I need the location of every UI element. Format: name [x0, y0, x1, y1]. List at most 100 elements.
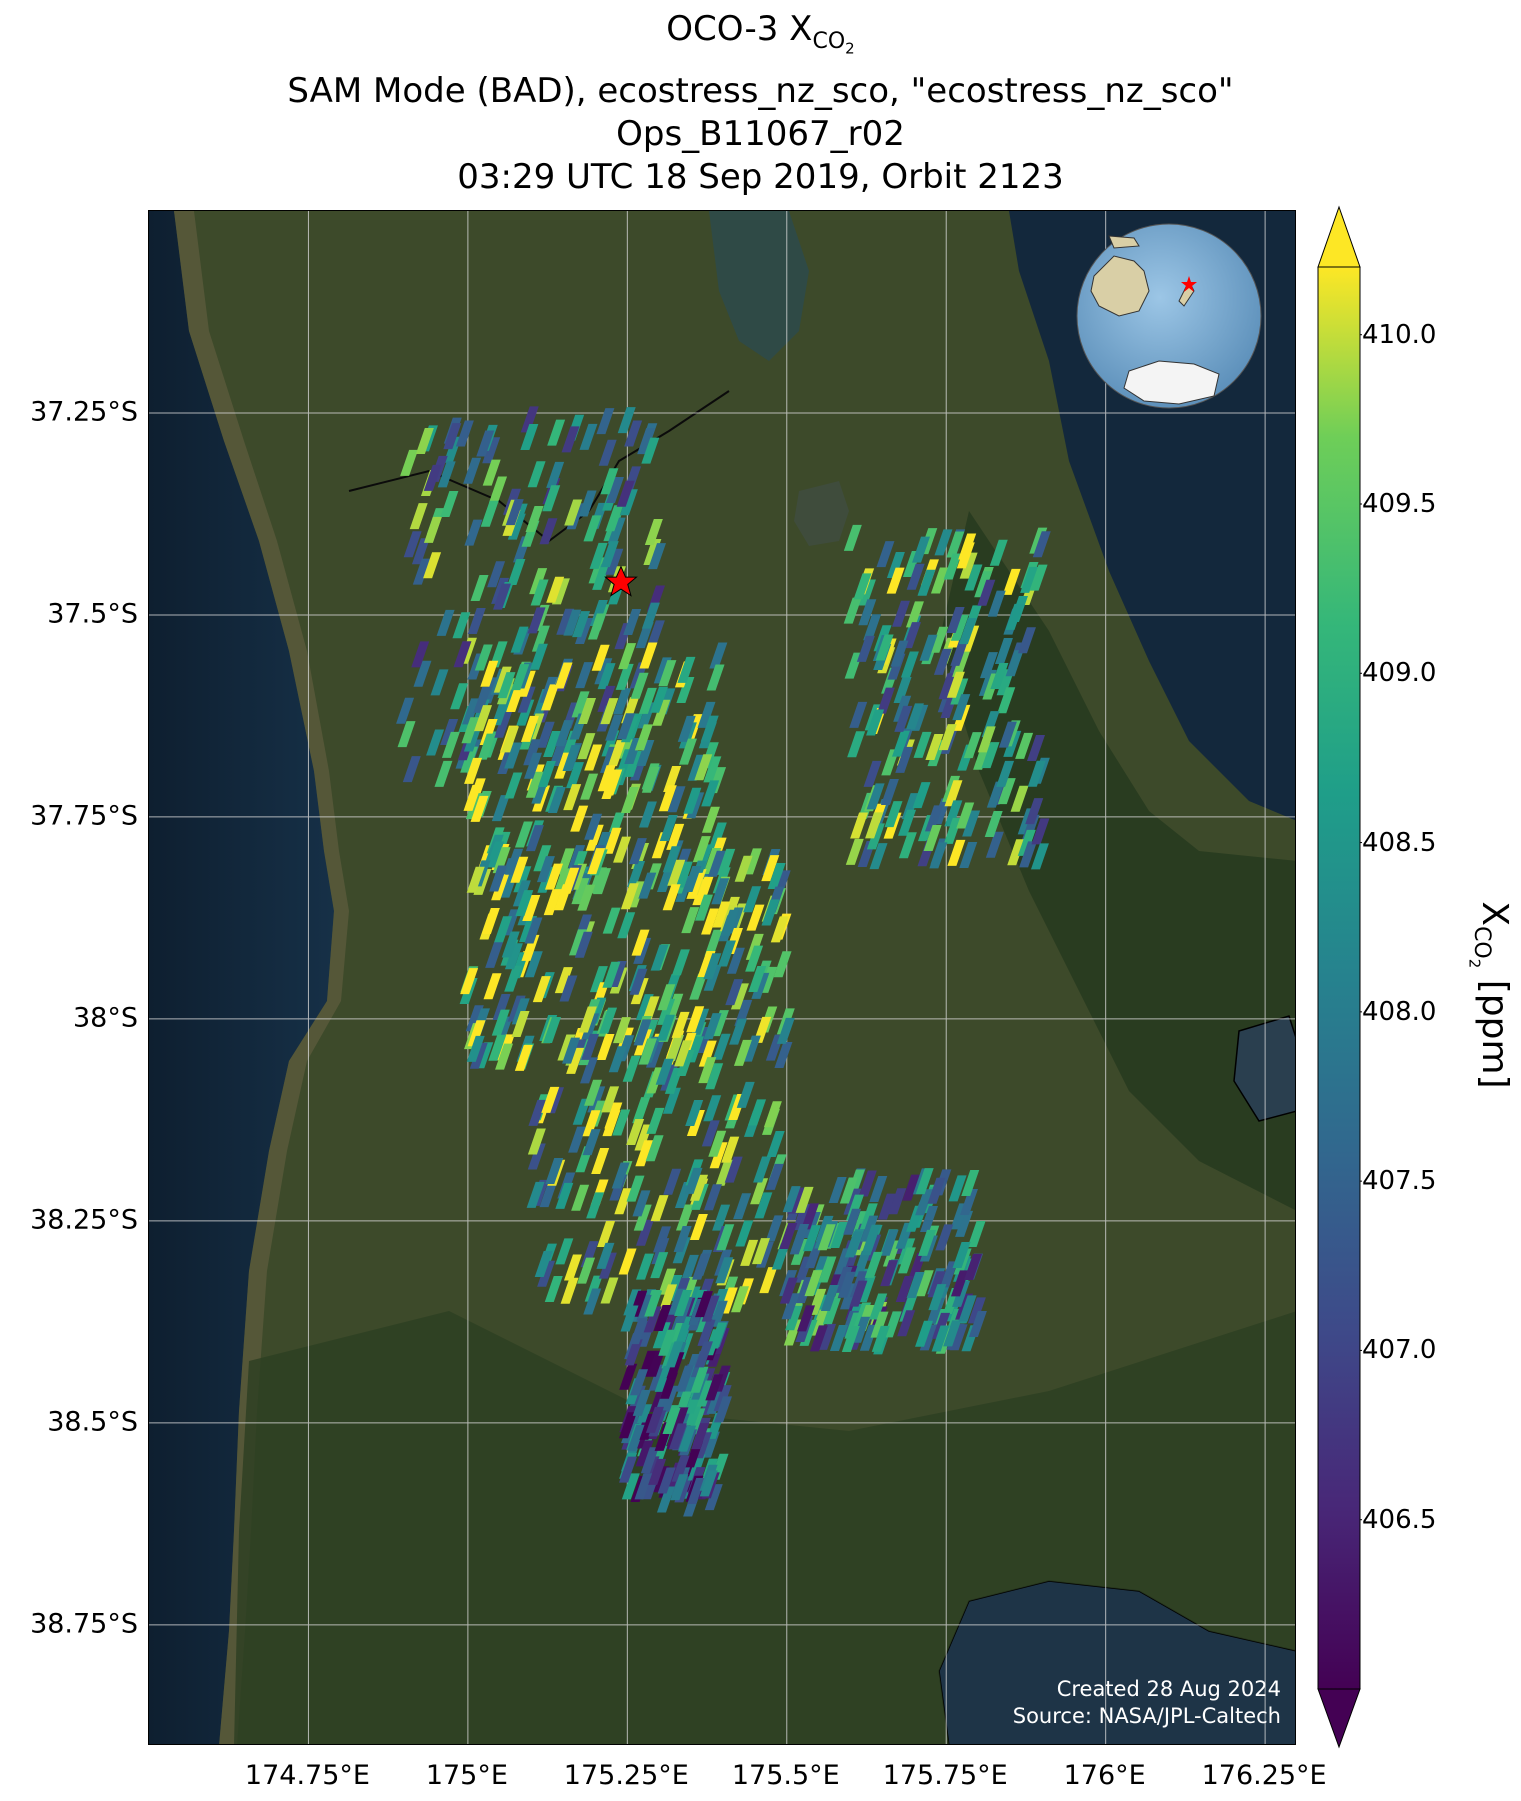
credit-note: Created 28 Aug 2024 Source: NASA/JPL-Cal… — [1013, 1676, 1281, 1730]
footprint — [400, 449, 419, 476]
footprint — [453, 641, 472, 668]
footprint — [645, 1135, 664, 1162]
footprint — [919, 634, 938, 661]
footprint — [856, 635, 875, 662]
footprint — [555, 1238, 574, 1265]
footprint — [601, 1086, 620, 1113]
footprint — [486, 841, 505, 868]
footprint — [984, 810, 1003, 837]
target-star-icon — [604, 565, 638, 597]
footprint — [621, 1473, 640, 1500]
footprint — [720, 909, 739, 936]
footprint — [666, 1352, 685, 1379]
footprint — [791, 1224, 810, 1251]
footprint — [580, 773, 599, 800]
footprint — [608, 1046, 627, 1073]
footprint — [652, 1322, 671, 1349]
map-panel[interactable]: Created 28 Aug 2024 Source: NASA/JPL-Cal… — [148, 210, 1296, 1745]
footprint — [877, 1193, 896, 1220]
footprint — [892, 730, 911, 757]
footprint — [750, 1178, 769, 1205]
footprint — [943, 553, 962, 580]
footprint — [967, 1297, 986, 1324]
footprint — [844, 1231, 863, 1258]
footprint — [663, 766, 682, 793]
footprint — [1031, 818, 1050, 845]
footprint — [635, 1253, 654, 1280]
footprint — [981, 742, 1000, 769]
footprint — [694, 754, 713, 781]
lat-tick-label: 37.5°S — [47, 598, 138, 630]
footprint — [938, 724, 957, 751]
footprint — [466, 1035, 485, 1062]
footprint — [946, 607, 965, 634]
footprint — [655, 1058, 674, 1085]
footprint — [886, 551, 905, 578]
footprint — [746, 904, 765, 931]
footprint — [1002, 568, 1021, 595]
footprint — [597, 685, 616, 712]
footprint — [830, 1222, 849, 1249]
footprint — [1029, 564, 1048, 591]
footprint — [674, 1040, 693, 1067]
footprint — [640, 1447, 659, 1474]
footprint — [524, 951, 543, 978]
footprint — [895, 746, 914, 773]
footprint — [959, 552, 978, 579]
footprint — [977, 726, 996, 753]
footprint — [906, 563, 925, 590]
footprint — [950, 1270, 969, 1297]
footprint — [927, 1177, 946, 1204]
footprint — [705, 1063, 724, 1090]
footprint — [892, 600, 911, 627]
footprint — [765, 1215, 784, 1242]
footprint — [675, 1204, 694, 1231]
footprint — [597, 765, 616, 792]
colorbar-tick-label: 409.5 — [1362, 489, 1437, 519]
footprint — [662, 1407, 681, 1434]
footprint — [709, 1142, 728, 1169]
footprint — [797, 1305, 816, 1332]
footprint — [817, 1224, 836, 1251]
footprint — [492, 847, 511, 874]
footprint — [962, 810, 981, 837]
footprint — [700, 715, 719, 742]
footprint — [950, 678, 969, 705]
footprint — [463, 457, 482, 484]
footprint — [1005, 650, 1024, 677]
footprint — [618, 1248, 637, 1275]
footprint — [657, 998, 676, 1025]
australia-shape — [1090, 255, 1150, 317]
footprint — [774, 1042, 793, 1069]
footprint — [818, 1323, 837, 1350]
footprint — [822, 1298, 841, 1325]
footprint — [639, 642, 658, 669]
footprint — [837, 1271, 856, 1298]
lon-tick-label: 176.25°E — [1201, 1760, 1327, 1791]
footprint — [761, 855, 780, 882]
colorbar — [1317, 205, 1362, 1749]
colorbar-ticks — [1360, 334, 1362, 1521]
footprint — [641, 996, 660, 1023]
footprint — [411, 538, 430, 565]
footprint — [659, 814, 678, 841]
footprint — [463, 784, 482, 811]
footprint — [958, 533, 977, 560]
footprint — [828, 1176, 847, 1203]
footprint — [673, 1225, 692, 1252]
footprint — [850, 812, 869, 839]
footprint — [899, 1295, 918, 1322]
footprint — [974, 571, 993, 598]
footprint — [943, 817, 962, 844]
footprint — [464, 757, 483, 784]
footprint — [671, 1011, 690, 1038]
footprint — [689, 1214, 708, 1241]
footprint — [795, 1186, 814, 1213]
west-ocean — [149, 211, 334, 1744]
footprint — [677, 656, 696, 683]
map-canvas[interactable] — [149, 211, 1296, 1745]
footprint — [600, 698, 619, 725]
footprint — [582, 1129, 601, 1156]
footprint — [659, 1372, 678, 1399]
footprint — [578, 490, 597, 517]
